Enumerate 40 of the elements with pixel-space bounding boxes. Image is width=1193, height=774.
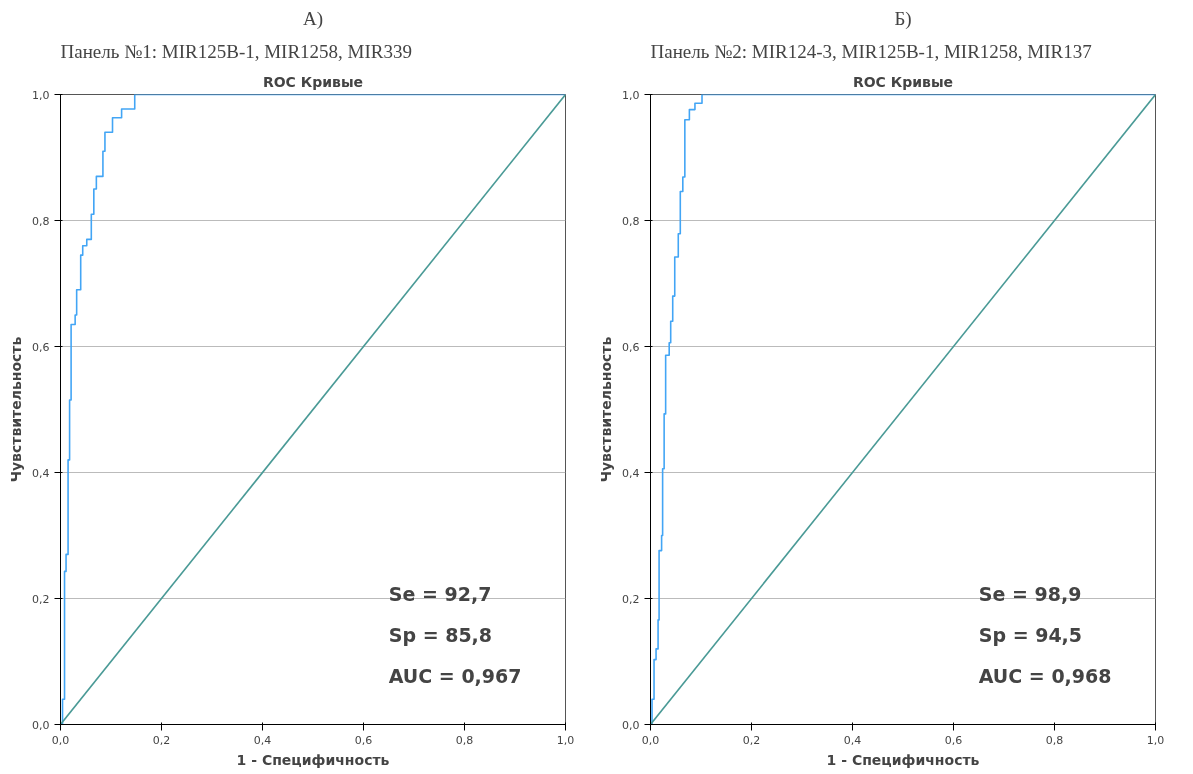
y-tick-label: 0,2 <box>622 592 640 606</box>
y-tick-label: 0,6 <box>32 340 50 354</box>
x-axis-title: 1 - Специфичность <box>826 751 980 768</box>
y-tick-label: 0,8 <box>622 214 640 228</box>
annotation: Sp = 85,8 <box>388 623 493 646</box>
text: Б) <box>894 7 912 30</box>
chart-subtitle: Панель №1: MIR125B-1, MIR1258, MIR339 <box>60 40 412 62</box>
x-tick-label: 0,4 <box>253 733 272 747</box>
x-tick-label: 1,0 <box>1146 733 1165 747</box>
y-tick-label: 0,4 <box>622 466 640 480</box>
y-tick-label: 0,0 <box>32 718 50 732</box>
chart-subtitle: Панель №2: MIR124-3, MIR125B-1, MIR1258, MIR137 <box>650 40 1092 62</box>
y-tick-label: 0,0 <box>622 718 640 732</box>
y-tick-label: 1,0 <box>32 88 50 102</box>
x-tick-label: 0,0 <box>51 733 70 747</box>
x-tick-label: 0,6 <box>944 733 963 747</box>
x-tick-label: 0,2 <box>152 733 171 747</box>
x-tick-label: 0,4 <box>843 733 862 747</box>
x-axis-title: 1 - Специфичность <box>236 751 390 768</box>
annotation: Se = 98,9 <box>978 582 1082 605</box>
y-tick-label: 0,8 <box>32 214 50 228</box>
text: А) <box>302 7 324 30</box>
x-tick-label: 0,6 <box>354 733 373 747</box>
annotation: Se = 92,7 <box>388 582 492 605</box>
x-tick-label: 1,0 <box>556 733 575 747</box>
y-tick-label: 0,6 <box>622 340 640 354</box>
y-tick-label: 0,2 <box>32 592 50 606</box>
annotation: AUC = 0,968 <box>978 664 1112 687</box>
y-tick-label: 0,4 <box>32 466 50 480</box>
x-tick-label: 0,2 <box>742 733 761 747</box>
annotation: AUC = 0,967 <box>388 664 522 687</box>
y-axis-title: Чувствительность <box>598 336 615 483</box>
y-axis-title: Чувствительность <box>8 336 25 483</box>
x-tick-label: 0,8 <box>1045 733 1064 747</box>
chart-title: ROC Кривые <box>262 73 364 90</box>
annotation: Sp = 94,5 <box>978 623 1083 646</box>
y-tick-label: 1,0 <box>622 88 640 102</box>
x-tick-label: 0,0 <box>641 733 660 747</box>
x-tick-label: 0,8 <box>455 733 474 747</box>
chart-title: ROC Кривые <box>852 73 954 90</box>
